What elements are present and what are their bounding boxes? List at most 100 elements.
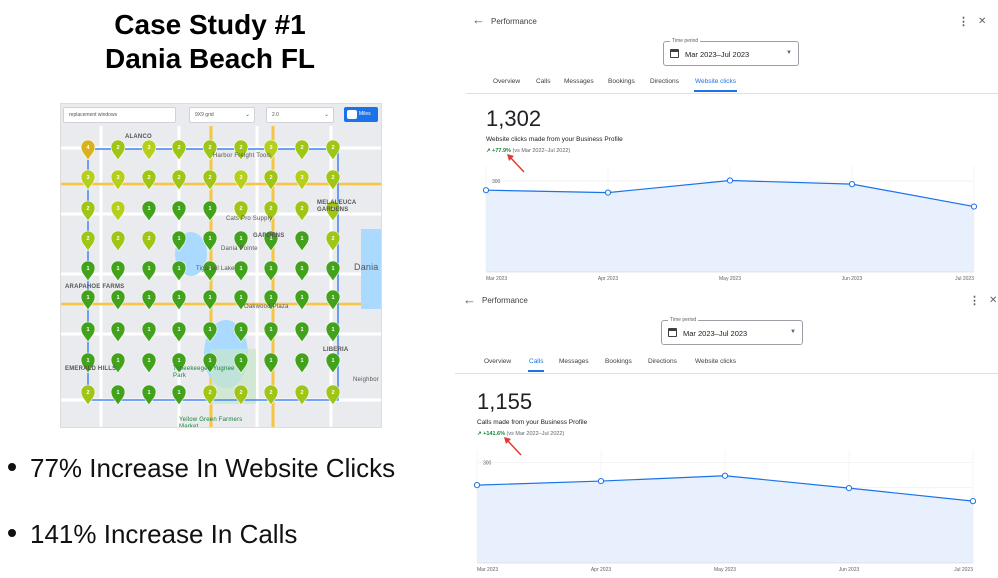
- data-point[interactable]: [845, 485, 853, 492]
- rank-pin[interactable]: 1: [263, 352, 279, 374]
- rank-pin[interactable]: 2: [294, 200, 310, 222]
- rank-pin[interactable]: 1: [141, 321, 157, 343]
- tab-overview[interactable]: Overview: [484, 358, 512, 365]
- rank-pin[interactable]: 3: [141, 139, 157, 161]
- rank-pin[interactable]: 2: [325, 139, 341, 161]
- rank-pin[interactable]: 2: [141, 230, 157, 252]
- rank-pin[interactable]: 1: [171, 321, 187, 343]
- rank-pin[interactable]: 1: [325, 260, 341, 282]
- rank-pin[interactable]: 1: [171, 260, 187, 282]
- rank-pin[interactable]: 2: [110, 139, 126, 161]
- rank-pin[interactable]: 4: [80, 139, 96, 161]
- rank-pin[interactable]: 3: [110, 200, 126, 222]
- rank-pin[interactable]: 2: [233, 139, 249, 161]
- rank-pin[interactable]: 2: [202, 169, 218, 191]
- tab-website-clicks[interactable]: Website clicks: [693, 78, 738, 92]
- rank-pin[interactable]: 2: [233, 384, 249, 406]
- rank-pin[interactable]: 2: [80, 384, 96, 406]
- close-icon[interactable]: ✕: [989, 295, 998, 306]
- tab-messages[interactable]: Messages: [564, 78, 594, 85]
- rank-pin[interactable]: 1: [171, 384, 187, 406]
- rank-pin[interactable]: 1: [202, 289, 218, 311]
- rank-pin[interactable]: 2: [263, 200, 279, 222]
- rank-pin[interactable]: 2: [294, 384, 310, 406]
- rank-pin[interactable]: 1: [263, 260, 279, 282]
- rank-pin[interactable]: 1: [80, 352, 96, 374]
- rank-pin[interactable]: 1: [110, 289, 126, 311]
- tab-calls[interactable]: Calls: [527, 358, 545, 372]
- rank-pin[interactable]: 1: [141, 289, 157, 311]
- rank-pin[interactable]: 2: [233, 200, 249, 222]
- distance-select[interactable]: 2.0 ⌄: [266, 107, 334, 123]
- rank-pin[interactable]: 1: [233, 321, 249, 343]
- rank-pin[interactable]: 1: [110, 384, 126, 406]
- rank-pin[interactable]: 1: [171, 200, 187, 222]
- rank-pin[interactable]: 1: [110, 352, 126, 374]
- rank-pin[interactable]: 1: [80, 289, 96, 311]
- rank-pin[interactable]: 2: [80, 200, 96, 222]
- rank-pin[interactable]: 1: [202, 321, 218, 343]
- time-period-select[interactable]: Time period Mar 2023–Jul 2023 ▼: [661, 317, 803, 345]
- tab-bookings[interactable]: Bookings: [605, 358, 632, 365]
- rank-pin[interactable]: 1: [141, 260, 157, 282]
- back-arrow-icon[interactable]: ←: [472, 12, 485, 27]
- rank-pin[interactable]: 1: [202, 200, 218, 222]
- data-point[interactable]: [473, 481, 481, 489]
- tab-website-clicks[interactable]: Website clicks: [695, 358, 737, 365]
- rank-pin[interactable]: 1: [233, 289, 249, 311]
- more-vert-icon[interactable]: ⋮: [969, 295, 980, 307]
- data-point[interactable]: [726, 177, 734, 184]
- rank-pin[interactable]: 2: [325, 169, 341, 191]
- keyword-input[interactable]: replacement windows: [63, 107, 176, 123]
- rank-pin[interactable]: 2: [202, 139, 218, 161]
- rank-pin[interactable]: 2: [80, 230, 96, 252]
- rank-pin[interactable]: 2: [263, 384, 279, 406]
- back-arrow-icon[interactable]: ←: [463, 292, 476, 307]
- rank-pin[interactable]: 2: [141, 169, 157, 191]
- rank-pin[interactable]: 2: [294, 139, 310, 161]
- rank-pin[interactable]: 2: [110, 230, 126, 252]
- rank-pin[interactable]: 1: [141, 384, 157, 406]
- rank-pin[interactable]: 1: [110, 321, 126, 343]
- rank-pin[interactable]: 3: [110, 169, 126, 191]
- rank-pin[interactable]: 3: [263, 139, 279, 161]
- rank-pin[interactable]: 1: [141, 352, 157, 374]
- tab-overview[interactable]: Overview: [493, 78, 521, 85]
- rank-pin[interactable]: 1: [263, 289, 279, 311]
- rank-pin[interactable]: 1: [110, 260, 126, 282]
- rank-pin[interactable]: 1: [171, 289, 187, 311]
- rank-pin[interactable]: 1: [202, 230, 218, 252]
- data-point[interactable]: [848, 181, 856, 188]
- rank-pin[interactable]: 1: [171, 230, 187, 252]
- data-point[interactable]: [721, 472, 729, 479]
- rank-pin[interactable]: 3: [80, 169, 96, 191]
- units-toggle[interactable]: Miles: [344, 107, 378, 122]
- rank-pin[interactable]: 1: [233, 260, 249, 282]
- rank-pin[interactable]: 1: [294, 289, 310, 311]
- rank-pin[interactable]: 1: [171, 352, 187, 374]
- rank-pin[interactable]: 1: [202, 260, 218, 282]
- rank-pin[interactable]: 1: [141, 200, 157, 222]
- tab-bookings[interactable]: Bookings: [608, 78, 635, 85]
- rank-pin[interactable]: 3: [294, 169, 310, 191]
- rank-pin[interactable]: 2: [325, 384, 341, 406]
- rank-pin[interactable]: 3: [233, 169, 249, 191]
- rank-pin[interactable]: 2: [171, 169, 187, 191]
- rank-pin[interactable]: 1: [294, 260, 310, 282]
- data-point[interactable]: [969, 498, 977, 505]
- rank-pin[interactable]: 1: [202, 352, 218, 374]
- rank-pin[interactable]: 2: [325, 200, 341, 222]
- rank-pin[interactable]: 1: [233, 230, 249, 252]
- tab-calls[interactable]: Calls: [536, 78, 551, 85]
- rank-pin[interactable]: 1: [80, 321, 96, 343]
- data-point[interactable]: [604, 189, 612, 196]
- tab-directions[interactable]: Directions: [648, 358, 677, 365]
- rank-pin[interactable]: 2: [325, 230, 341, 252]
- rank-pin[interactable]: 1: [294, 230, 310, 252]
- rank-grid-map[interactable]: 4 2 3 2 2 2 3 2 2 3 3 2 2 2 3 2 3 2 2 3 1 1 1 2 2 2 2 2 2 2 1 1 1 1 1 2 1 1 1 1…: [60, 103, 382, 428]
- data-point[interactable]: [597, 477, 605, 485]
- rank-pin[interactable]: 2: [171, 139, 187, 161]
- rank-pin[interactable]: 1: [263, 230, 279, 252]
- rank-pin[interactable]: 1: [294, 352, 310, 374]
- data-point[interactable]: [970, 203, 978, 210]
